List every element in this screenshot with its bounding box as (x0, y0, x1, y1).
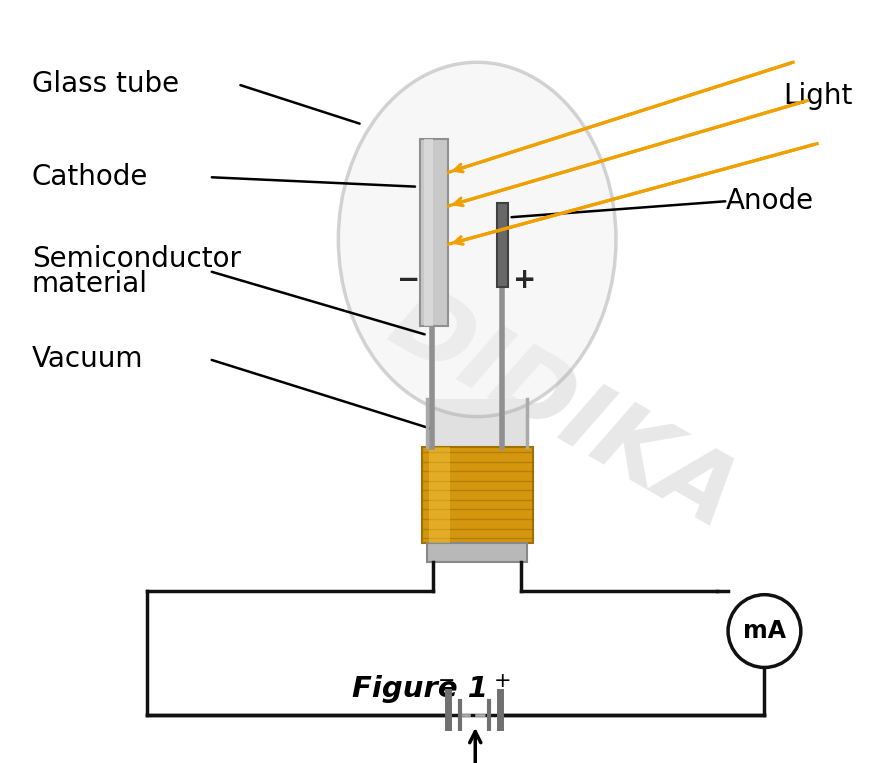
Bar (419, 139, 448, 326)
Bar (428, 447, 450, 543)
Ellipse shape (338, 63, 615, 417)
Text: Figure 1: Figure 1 (351, 675, 488, 703)
Text: +: + (493, 671, 510, 691)
Text: Glass tube: Glass tube (32, 70, 179, 98)
Bar (423, 139, 433, 326)
Text: +: + (513, 266, 536, 294)
Text: −: − (437, 671, 454, 691)
Text: Semiconductor: Semiconductor (32, 245, 241, 272)
Circle shape (727, 594, 800, 668)
Text: Anode: Anode (726, 187, 813, 215)
Bar (427, 543, 527, 562)
Text: Vacuum: Vacuum (32, 345, 143, 373)
Text: Cathode: Cathode (32, 163, 148, 192)
Bar (497, 203, 507, 288)
Text: material: material (32, 270, 148, 298)
Text: Light: Light (783, 82, 852, 110)
Text: mA: mA (742, 619, 785, 643)
Bar (421, 447, 532, 543)
Text: −: − (396, 266, 420, 294)
Bar (427, 399, 527, 447)
Text: DIDIKA: DIDIKA (373, 275, 753, 548)
